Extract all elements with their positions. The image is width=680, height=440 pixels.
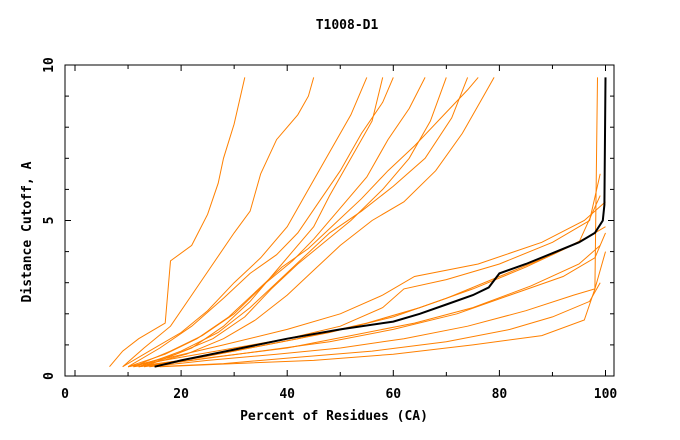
series-line-model-a: [109, 77, 246, 368]
x-tick-label: 40: [279, 387, 295, 402]
series-line-model-g: [138, 77, 469, 368]
series-line-model-b: [122, 77, 315, 368]
series-line-model-o: [154, 282, 601, 368]
series-line-model-j: [143, 77, 384, 368]
x-tick-label: 60: [385, 387, 401, 402]
y-axis-label: Distance Cutoff, A: [20, 161, 35, 302]
series-line-model-q: [127, 201, 606, 368]
series-line-model-f: [133, 77, 447, 368]
x-tick-label: 100: [594, 387, 618, 402]
y-tick-label: 0: [42, 372, 57, 380]
series-line-model-c: [122, 77, 368, 368]
series-line-model-i: [127, 77, 479, 368]
series-line-model-k: [128, 173, 601, 368]
series-line-highlight: [154, 77, 607, 368]
series-line-model-r: [138, 226, 606, 368]
series-line-model-s: [143, 245, 601, 368]
x-tick-label: 0: [61, 387, 69, 402]
series-line-model-n: [149, 251, 606, 368]
chart-title: T1008-D1: [316, 18, 379, 33]
series-line-model-l: [133, 195, 601, 368]
series-line-model-h: [138, 77, 495, 368]
y-tick-label: 5: [42, 217, 57, 225]
x-tick-label: 80: [492, 387, 508, 402]
x-axis-label: Percent of Residues (CA): [240, 409, 428, 424]
x-tick-label: 20: [173, 387, 189, 402]
series-line-model-d: [127, 77, 394, 368]
y-tick-label: 10: [42, 57, 57, 73]
series-line-model-p: [159, 77, 598, 368]
